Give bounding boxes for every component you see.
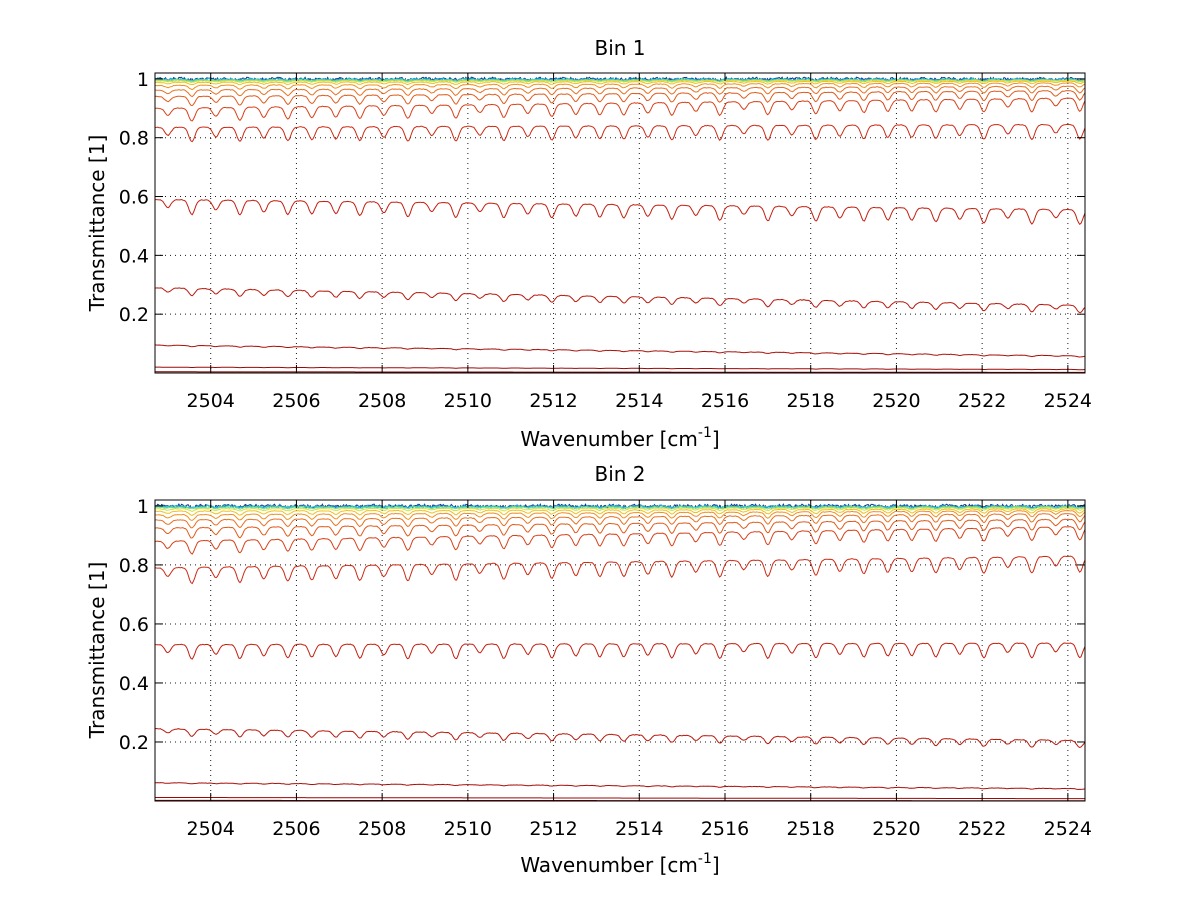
series-line: [155, 287, 1086, 314]
series-line: [154, 90, 1086, 107]
series-line: [154, 97, 1086, 122]
x-tick-label: 2522: [958, 818, 1006, 840]
x-axis-label: Wavenumber [cm-1]: [520, 425, 719, 451]
series-line: [154, 79, 1086, 84]
x-tick-label: 2516: [701, 390, 749, 412]
y-tick-label: 1: [137, 69, 149, 91]
x-tick-label: 2508: [358, 390, 406, 412]
x-tick-label: 2510: [444, 818, 492, 840]
series-line: [154, 508, 1086, 516]
panel-title: Bin 2: [594, 462, 645, 486]
x-tick-label: 2518: [787, 390, 835, 412]
series-line: [154, 123, 1086, 143]
y-axis-label: Transmittance [1]: [85, 562, 109, 740]
y-tick-label: 1: [137, 496, 149, 518]
series-line: [155, 797, 1085, 800]
x-tick-label: 2506: [272, 390, 320, 412]
series-line: [154, 555, 1086, 585]
series-line: [154, 506, 1086, 512]
y-axis-label: Transmittance [1]: [85, 135, 109, 313]
panel-bin-2: Bin 2 2504 2506 2508 2510 2512 2514 2516 2518 25…: [85, 462, 1092, 877]
x-tick-label: 2524: [1044, 818, 1092, 840]
series-line: [154, 85, 1086, 98]
y-tick-label: 0.4: [119, 245, 149, 267]
y-tick-label: 0.6: [119, 614, 149, 636]
axes-box: [154, 499, 1086, 802]
series-line: [154, 504, 1086, 510]
x-tick-label: 2514: [615, 390, 663, 412]
x-tick-label: 2518: [787, 818, 835, 840]
series-line: [155, 198, 1086, 226]
series-line: [154, 506, 1086, 510]
y-tick-label: 0.8: [119, 555, 149, 577]
series-line: [155, 782, 1086, 791]
ticks: 2504 2506 2508 2510 2512 2514 2516 2518 2520 2522…: [119, 496, 1092, 840]
y-tick-label: 0.4: [119, 673, 149, 695]
y-tick-label: 0.6: [119, 187, 149, 209]
x-tick-label: 2510: [444, 390, 492, 412]
x-tick-label: 2524: [1044, 390, 1092, 412]
x-tick-label: 2504: [187, 818, 235, 840]
x-tick-label: 2520: [872, 818, 920, 840]
y-tick-label: 0.2: [119, 304, 149, 326]
series-line: [154, 526, 1086, 555]
series-line: [154, 80, 1086, 86]
x-tick-label: 2504: [187, 390, 235, 412]
panel-bin-1: Bin 1 2504 2506 2508 2510 2512 2514 2516 2518 25…: [85, 36, 1092, 451]
series-line: [154, 518, 1086, 539]
ticks: 2504 2506 2508 2510 2512 2514 2516 2518 2520 2522…: [119, 69, 1092, 412]
series-line: [155, 366, 1086, 371]
x-tick-label: 2514: [615, 818, 663, 840]
x-tick-label: 2506: [272, 818, 320, 840]
x-tick-label: 2522: [958, 390, 1006, 412]
x-axis-label: Wavenumber [cm-1]: [520, 851, 719, 877]
series-line: [154, 509, 1086, 521]
y-tick-label: 0.8: [119, 128, 149, 150]
x-tick-label: 2516: [701, 818, 749, 840]
series-line: [154, 727, 1086, 749]
x-tick-label: 2512: [529, 390, 577, 412]
panel-title: Bin 1: [594, 36, 645, 60]
series-line: [154, 344, 1086, 358]
x-tick-label: 2508: [358, 818, 406, 840]
x-tick-label: 2520: [872, 390, 920, 412]
series-line: [154, 513, 1086, 529]
grid: [155, 500, 1085, 801]
x-tick-label: 2512: [529, 818, 577, 840]
series-line: [154, 642, 1086, 660]
series-line: [154, 82, 1086, 91]
series-line: [155, 371, 1085, 373]
axes-box: [154, 72, 1086, 374]
series-lines: [154, 75, 1086, 373]
y-tick-label: 0.2: [119, 732, 149, 754]
